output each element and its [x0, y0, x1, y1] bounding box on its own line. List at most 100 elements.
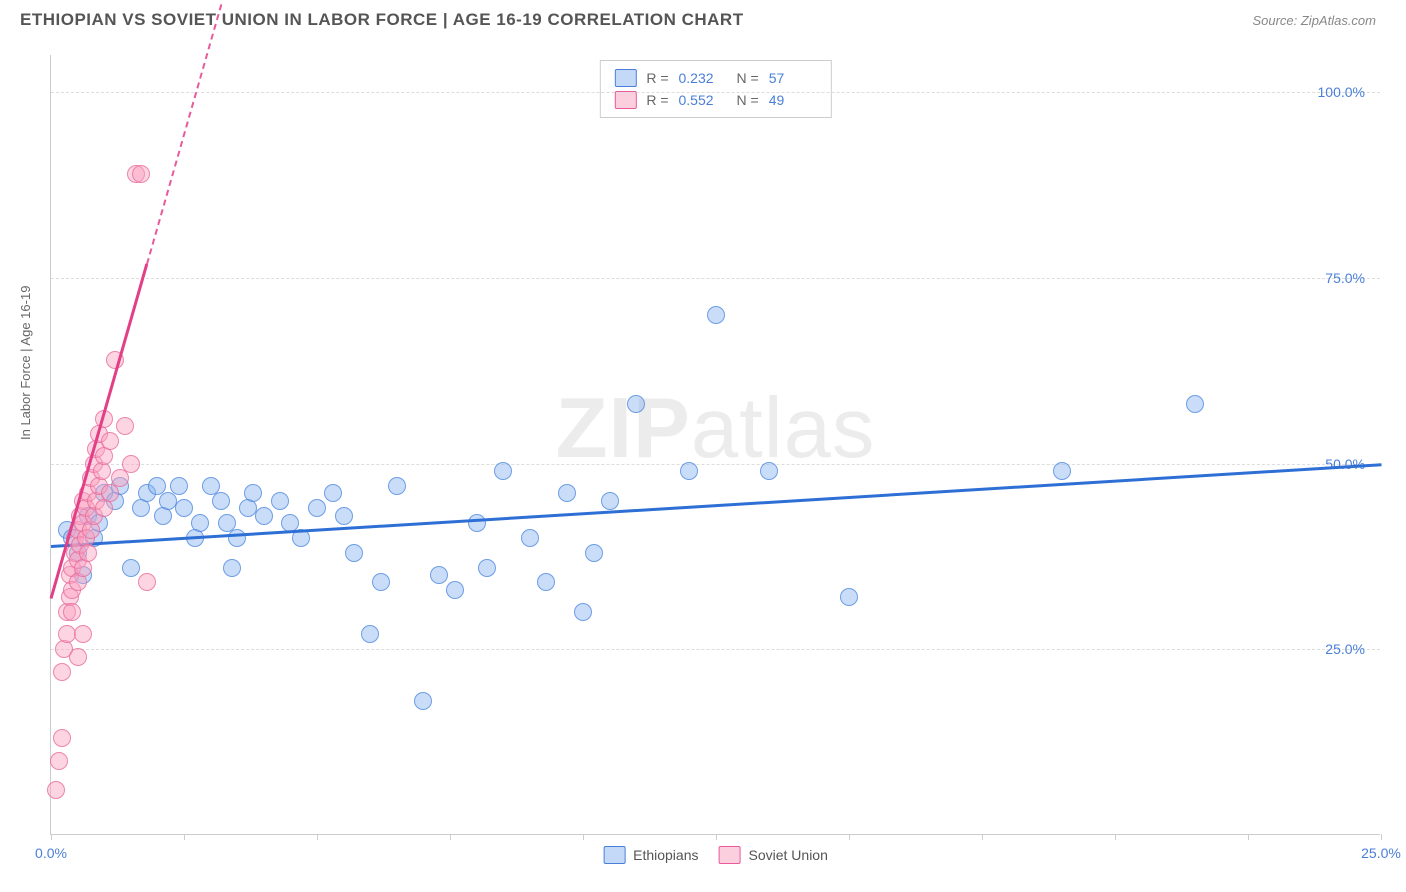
data-point-s1 [680, 462, 698, 480]
trend-line [50, 264, 149, 599]
stats-row-ethiopians: R = 0.232 N = 57 [614, 67, 816, 89]
data-point-s1 [255, 507, 273, 525]
source-prefix: Source: [1252, 13, 1300, 28]
gridline-horizontal [51, 649, 1380, 650]
data-point-s1 [627, 395, 645, 413]
x-tick-mark [849, 834, 850, 840]
data-point-s1 [574, 603, 592, 621]
data-point-s1 [585, 544, 603, 562]
gridline-horizontal [51, 464, 1380, 465]
chart-container: In Labor Force | Age 16-19 ZIPatlas R = … [0, 40, 1406, 890]
data-point-s1 [271, 492, 289, 510]
gridline-horizontal [51, 92, 1380, 93]
series-legend: Ethiopians Soviet Union [603, 846, 828, 864]
x-tick-mark [1115, 834, 1116, 840]
data-point-s2 [116, 417, 134, 435]
legend-item-ethiopians: Ethiopians [603, 846, 698, 864]
x-tick-label: 0.0% [35, 845, 67, 861]
data-point-s1 [537, 573, 555, 591]
x-tick-mark [1381, 834, 1382, 840]
r-label: R = [646, 92, 668, 108]
swatch-soviet [614, 91, 636, 109]
n-value-soviet: 49 [769, 92, 817, 108]
data-point-s1 [308, 499, 326, 517]
data-point-s2 [111, 469, 129, 487]
data-point-s2 [132, 165, 150, 183]
data-point-s1 [601, 492, 619, 510]
data-point-s1 [430, 566, 448, 584]
data-point-s2 [101, 432, 119, 450]
data-point-s2 [53, 729, 71, 747]
plot-area: ZIPatlas R = 0.232 N = 57 R = 0.552 N = … [50, 55, 1380, 835]
trend-line [146, 4, 222, 265]
chart-title: ETHIOPIAN VS SOVIET UNION IN LABOR FORCE… [20, 10, 744, 30]
correlation-stats-box: R = 0.232 N = 57 R = 0.552 N = 49 [599, 60, 831, 118]
n-label: N = [737, 92, 759, 108]
data-point-s1 [446, 581, 464, 599]
x-tick-mark [583, 834, 584, 840]
n-label: N = [737, 70, 759, 86]
watermark-bold: ZIP [556, 381, 691, 476]
legend-item-soviet: Soviet Union [719, 846, 828, 864]
data-point-s1 [244, 484, 262, 502]
data-point-s1 [212, 492, 230, 510]
data-point-s1 [840, 588, 858, 606]
data-point-s2 [79, 544, 97, 562]
x-tick-mark [317, 834, 318, 840]
gridline-horizontal [51, 278, 1380, 279]
legend-label-soviet: Soviet Union [749, 847, 828, 863]
data-point-s1 [388, 477, 406, 495]
data-point-s2 [47, 781, 65, 799]
x-tick-mark [982, 834, 983, 840]
legend-swatch-soviet [719, 846, 741, 864]
data-point-s1 [372, 573, 390, 591]
data-point-s1 [170, 477, 188, 495]
r-value-soviet: 0.552 [679, 92, 727, 108]
data-point-s1 [1053, 462, 1071, 480]
data-point-s2 [50, 752, 68, 770]
data-point-s1 [191, 514, 209, 532]
data-point-s1 [707, 306, 725, 324]
x-tick-mark [51, 834, 52, 840]
data-point-s2 [138, 573, 156, 591]
legend-label-ethiopians: Ethiopians [633, 847, 698, 863]
swatch-ethiopians [614, 69, 636, 87]
data-point-s2 [63, 603, 81, 621]
data-point-s2 [69, 648, 87, 666]
data-point-s1 [521, 529, 539, 547]
data-point-s2 [53, 663, 71, 681]
data-point-s1 [228, 529, 246, 547]
data-point-s1 [558, 484, 576, 502]
x-tick-label: 25.0% [1361, 845, 1401, 861]
r-label: R = [646, 70, 668, 86]
data-point-s1 [361, 625, 379, 643]
r-value-ethiopians: 0.232 [679, 70, 727, 86]
data-point-s2 [74, 625, 92, 643]
y-tick-label: 75.0% [1325, 270, 1365, 286]
data-point-s1 [478, 559, 496, 577]
data-point-s1 [122, 559, 140, 577]
x-tick-mark [450, 834, 451, 840]
y-axis-label: In Labor Force | Age 16-19 [18, 286, 33, 440]
x-tick-mark [716, 834, 717, 840]
data-point-s2 [122, 455, 140, 473]
data-point-s1 [175, 499, 193, 517]
watermark-light: atlas [691, 381, 876, 476]
x-tick-mark [1248, 834, 1249, 840]
y-tick-label: 100.0% [1318, 84, 1365, 100]
data-point-s1 [1186, 395, 1204, 413]
data-point-s1 [414, 692, 432, 710]
n-value-ethiopians: 57 [769, 70, 817, 86]
data-point-s1 [494, 462, 512, 480]
data-point-s1 [223, 559, 241, 577]
data-point-s1 [760, 462, 778, 480]
y-tick-label: 25.0% [1325, 641, 1365, 657]
source-name: ZipAtlas.com [1301, 13, 1376, 28]
data-point-s1 [468, 514, 486, 532]
data-point-s1 [324, 484, 342, 502]
source-attribution: Source: ZipAtlas.com [1252, 13, 1376, 28]
data-point-s1 [345, 544, 363, 562]
data-point-s1 [335, 507, 353, 525]
data-point-s2 [101, 484, 119, 502]
x-tick-mark [184, 834, 185, 840]
